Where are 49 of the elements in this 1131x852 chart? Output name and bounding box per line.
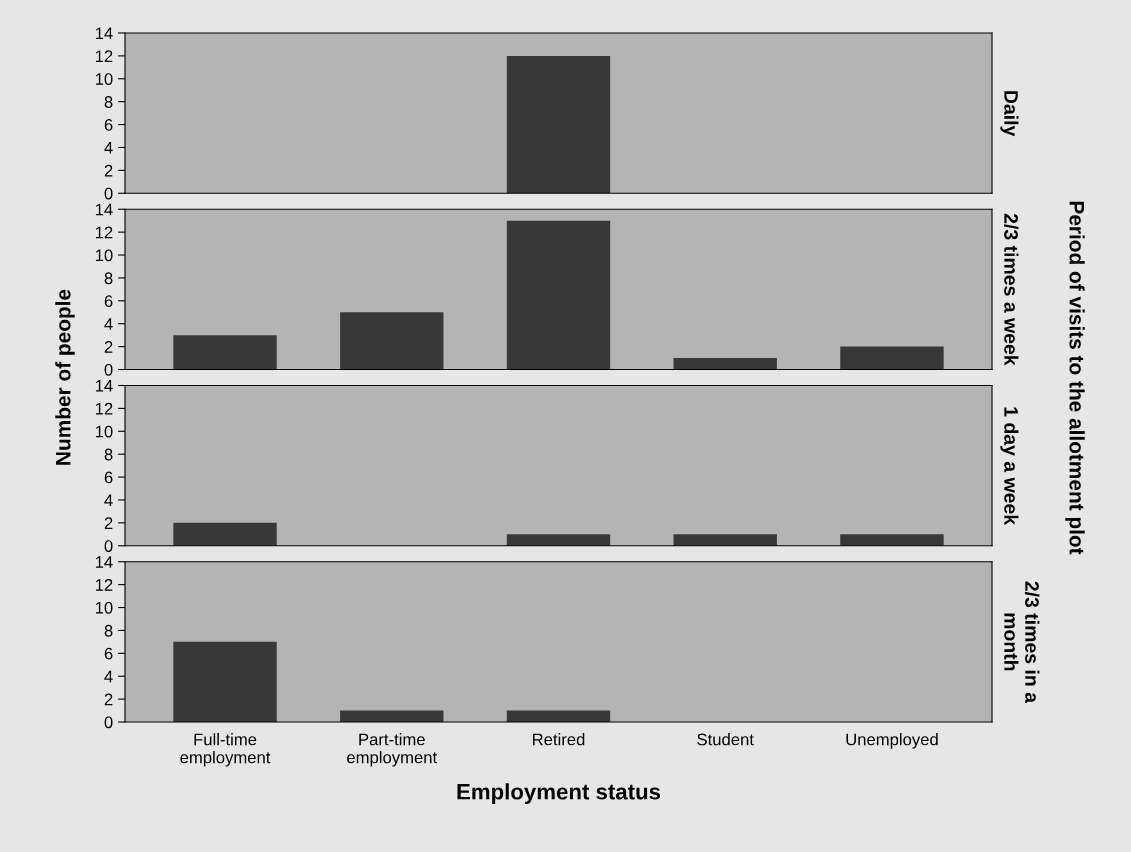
bar [340,312,444,370]
text: Period of visits to the allotment plot [1065,201,1085,555]
y-tick-label: 0 [104,187,113,200]
x-tick-label: Full-time employment [180,733,271,767]
y-tick-label: 14 [95,380,113,392]
y-tick-label: 4 [104,318,113,330]
bar [673,358,777,370]
y2-axis-title: 2/3 times in a month [1004,581,1040,704]
y-tick-label: 12 [95,579,113,591]
y-axis-title: Number of people [55,289,75,465]
y2-axis-title: 1 day a week [1000,407,1019,526]
x-tick-label: Retired [533,733,585,746]
y-tick-label: 14 [95,556,113,568]
bar [506,220,611,370]
y-tick-label: 6 [104,471,113,484]
y-tick-label: 0 [104,716,113,729]
y-tick-label: 12 [95,50,113,62]
x-axis-title: Employment status [457,783,661,804]
y-tick-label: 4 [104,142,113,154]
y-tick-label: 12 [95,226,113,239]
x-tick-label: Student [697,733,754,746]
y-tick-label: 8 [104,96,113,108]
bar [173,335,277,370]
y2-axis-title: 2/3 times a week [1003,213,1019,366]
y-tick-label: 4 [104,494,113,506]
y-tick-label: 0 [104,540,113,552]
y-tick-label: 8 [104,272,113,285]
y-tick-label: 12 [95,402,113,415]
y-tick-label: 10 [95,601,113,614]
y-tick-label: 8 [104,624,113,637]
y-tick-label: 0 [104,363,113,376]
y-tick-label: 14 [95,27,113,40]
y-tick-label: 2 [104,517,113,529]
y-tick-label: 10 [95,425,113,438]
x-tick-label: Part-time employment [347,733,438,767]
bar [840,346,944,370]
y-tick-label: 6 [104,295,113,308]
y-tick-label: 4 [104,670,113,683]
y2-axis-title: Daily [1000,91,1019,137]
y-tick-label: 2 [104,164,113,177]
y-tick-label: 2 [104,693,113,706]
y-tick-label: 8 [104,448,113,461]
y-tick-label: 6 [104,647,113,660]
y-tick-label: 10 [95,73,113,85]
y-tick-label: 14 [95,203,113,216]
y-tick-label: 6 [104,118,113,131]
y-tick-label: 10 [95,249,113,262]
y-tick-label: 2 [104,341,113,353]
x-tick-label: Unemployed [846,733,938,749]
